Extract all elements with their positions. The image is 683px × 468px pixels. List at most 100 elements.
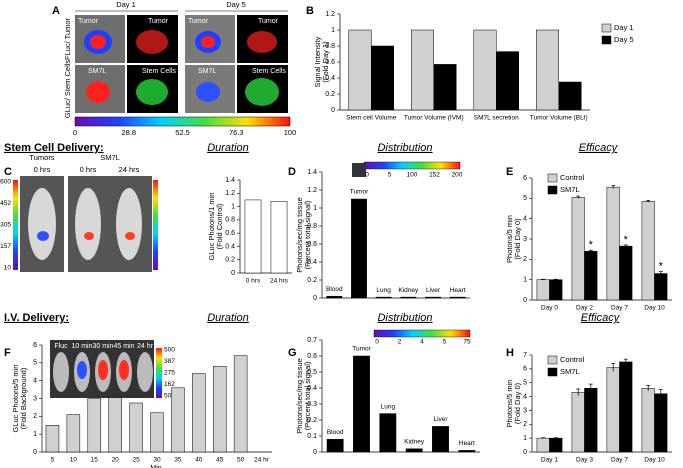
- y-tick-label: 0: [523, 449, 527, 456]
- colorbar-label: 0: [73, 128, 77, 137]
- x-tick-label: Liver: [433, 416, 448, 423]
- colorbar: [153, 180, 158, 270]
- y-axis-label: Signal Intensity: [313, 36, 322, 87]
- time-label: 30 min: [92, 343, 113, 350]
- time-label: 45 min: [113, 343, 134, 350]
- signal: [84, 232, 94, 240]
- y-tick-label: 4: [523, 216, 527, 223]
- y-tick-label: 0.4: [225, 243, 235, 250]
- bar: [606, 367, 620, 453]
- panel-f-inset: [50, 340, 162, 398]
- x-tick-label: Kidney: [398, 287, 419, 294]
- y-tick-label: 4: [523, 393, 527, 400]
- mouse: [53, 352, 69, 392]
- tile-label: SM7L: [88, 68, 106, 75]
- y-tick-label: 0: [523, 297, 527, 304]
- y-tick-label: 1.2: [307, 187, 317, 194]
- x-tick-label: 15: [91, 457, 99, 464]
- significance: *: [659, 260, 664, 272]
- bar: [379, 413, 397, 453]
- y-tick-label: 0: [231, 270, 235, 277]
- x-tick-label: 10: [70, 457, 78, 464]
- x-tick-label: Blood: [326, 286, 343, 293]
- x-axis-label: Min.: [150, 465, 163, 468]
- bar: [326, 438, 344, 453]
- chart-title: Efficacy: [579, 142, 619, 154]
- legend-swatch: [547, 185, 558, 195]
- bar: [66, 414, 81, 453]
- time-label: Fluc: [54, 343, 68, 350]
- column-label: Day 5: [226, 0, 246, 9]
- tile-label: Stem Cells: [252, 68, 286, 75]
- x-tick-label: 25: [132, 457, 140, 464]
- y-tick-label: 5: [33, 360, 37, 367]
- legend-swatch: [601, 35, 612, 45]
- tile-label: Tumor: [188, 18, 209, 25]
- legend-label: Control: [560, 173, 585, 182]
- y-tick-label: 0.2: [225, 257, 235, 264]
- bar: [129, 402, 143, 453]
- bar: [326, 295, 343, 299]
- mouse: [116, 188, 142, 260]
- legend-swatch: [547, 367, 558, 377]
- bar: [375, 296, 392, 299]
- y-tick-label: 0.4: [307, 259, 317, 266]
- y-axis-label: GLuc Photons/5 min: [11, 365, 20, 433]
- legend-label: Day 1: [614, 23, 634, 32]
- bar: [351, 198, 367, 299]
- column-label: Day 1: [116, 0, 136, 9]
- panel-letter: D: [288, 166, 296, 178]
- y-tick-label: 3: [33, 395, 37, 402]
- y-tick-label: 6: [523, 175, 527, 182]
- bar: [192, 373, 206, 453]
- y-axis-label: (Percent total signal): [303, 361, 312, 430]
- signal: [77, 361, 87, 379]
- bar: [108, 397, 122, 453]
- legend-label: Day 5: [614, 35, 634, 44]
- bar: [371, 45, 394, 111]
- y-tick-label: 1: [523, 435, 527, 442]
- bar: [641, 201, 655, 301]
- signal: [90, 35, 106, 49]
- bar: [619, 361, 633, 453]
- y-tick-label: 1.2: [225, 190, 235, 197]
- x-tick-label: 35: [174, 457, 182, 464]
- x-tick-label: Heart: [450, 287, 466, 294]
- y-tick-label: 1: [523, 277, 527, 284]
- y-tick-label: 5: [523, 195, 527, 202]
- bar: [571, 392, 585, 453]
- x-tick-label: Day 10: [644, 457, 665, 464]
- signal: [247, 31, 277, 53]
- chart-title: Duration: [207, 142, 249, 154]
- x-tick-label: 24 hrs: [270, 278, 289, 285]
- bar: [233, 355, 248, 453]
- group-label: SM7L: [100, 153, 120, 162]
- y-tick-label: 0: [313, 449, 317, 456]
- bar: [549, 279, 563, 301]
- chart-title: Distribution: [377, 312, 432, 324]
- y-tick-label: 0.2: [307, 277, 317, 284]
- bar: [405, 448, 423, 453]
- y-axis-label: (Fold Day 1): [321, 41, 330, 83]
- y-tick-label: 1: [231, 203, 235, 210]
- y-tick-label: 2: [523, 256, 527, 263]
- colorbar-label: 5: [443, 339, 447, 346]
- y-tick-label: 0.1: [307, 433, 317, 440]
- y-axis-label: Photons/5 min: [505, 215, 514, 263]
- legend-swatch: [547, 173, 558, 183]
- y-tick-label: 0.6: [307, 241, 317, 248]
- colorbar-label: 0: [375, 339, 379, 346]
- colorbar-label: 52.5: [175, 128, 190, 137]
- mouse: [28, 188, 56, 260]
- legend-swatch: [547, 355, 558, 365]
- bar: [45, 425, 60, 453]
- time-label: 10 min: [71, 343, 92, 350]
- y-tick-label: 0: [33, 449, 37, 456]
- colorbar-label: 152: [429, 172, 440, 179]
- y-tick-label: 0.4: [325, 75, 335, 82]
- signal: [37, 231, 49, 241]
- chart-title: Duration: [207, 312, 249, 324]
- time-label: 0 hrs: [34, 165, 51, 174]
- x-tick-label: Day 1: [541, 457, 558, 464]
- signal: [201, 36, 215, 48]
